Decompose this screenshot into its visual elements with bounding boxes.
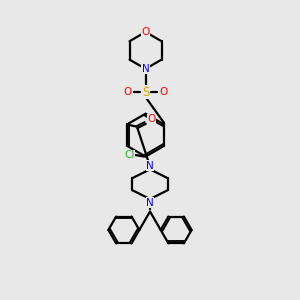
Text: S: S bbox=[142, 85, 149, 98]
Text: O: O bbox=[160, 87, 168, 97]
Text: O: O bbox=[123, 87, 131, 97]
Text: N: N bbox=[142, 64, 149, 74]
Text: O: O bbox=[141, 27, 150, 37]
Text: N: N bbox=[146, 161, 154, 171]
Text: Cl: Cl bbox=[124, 150, 134, 160]
Text: O: O bbox=[148, 114, 156, 124]
Text: N: N bbox=[146, 198, 154, 208]
